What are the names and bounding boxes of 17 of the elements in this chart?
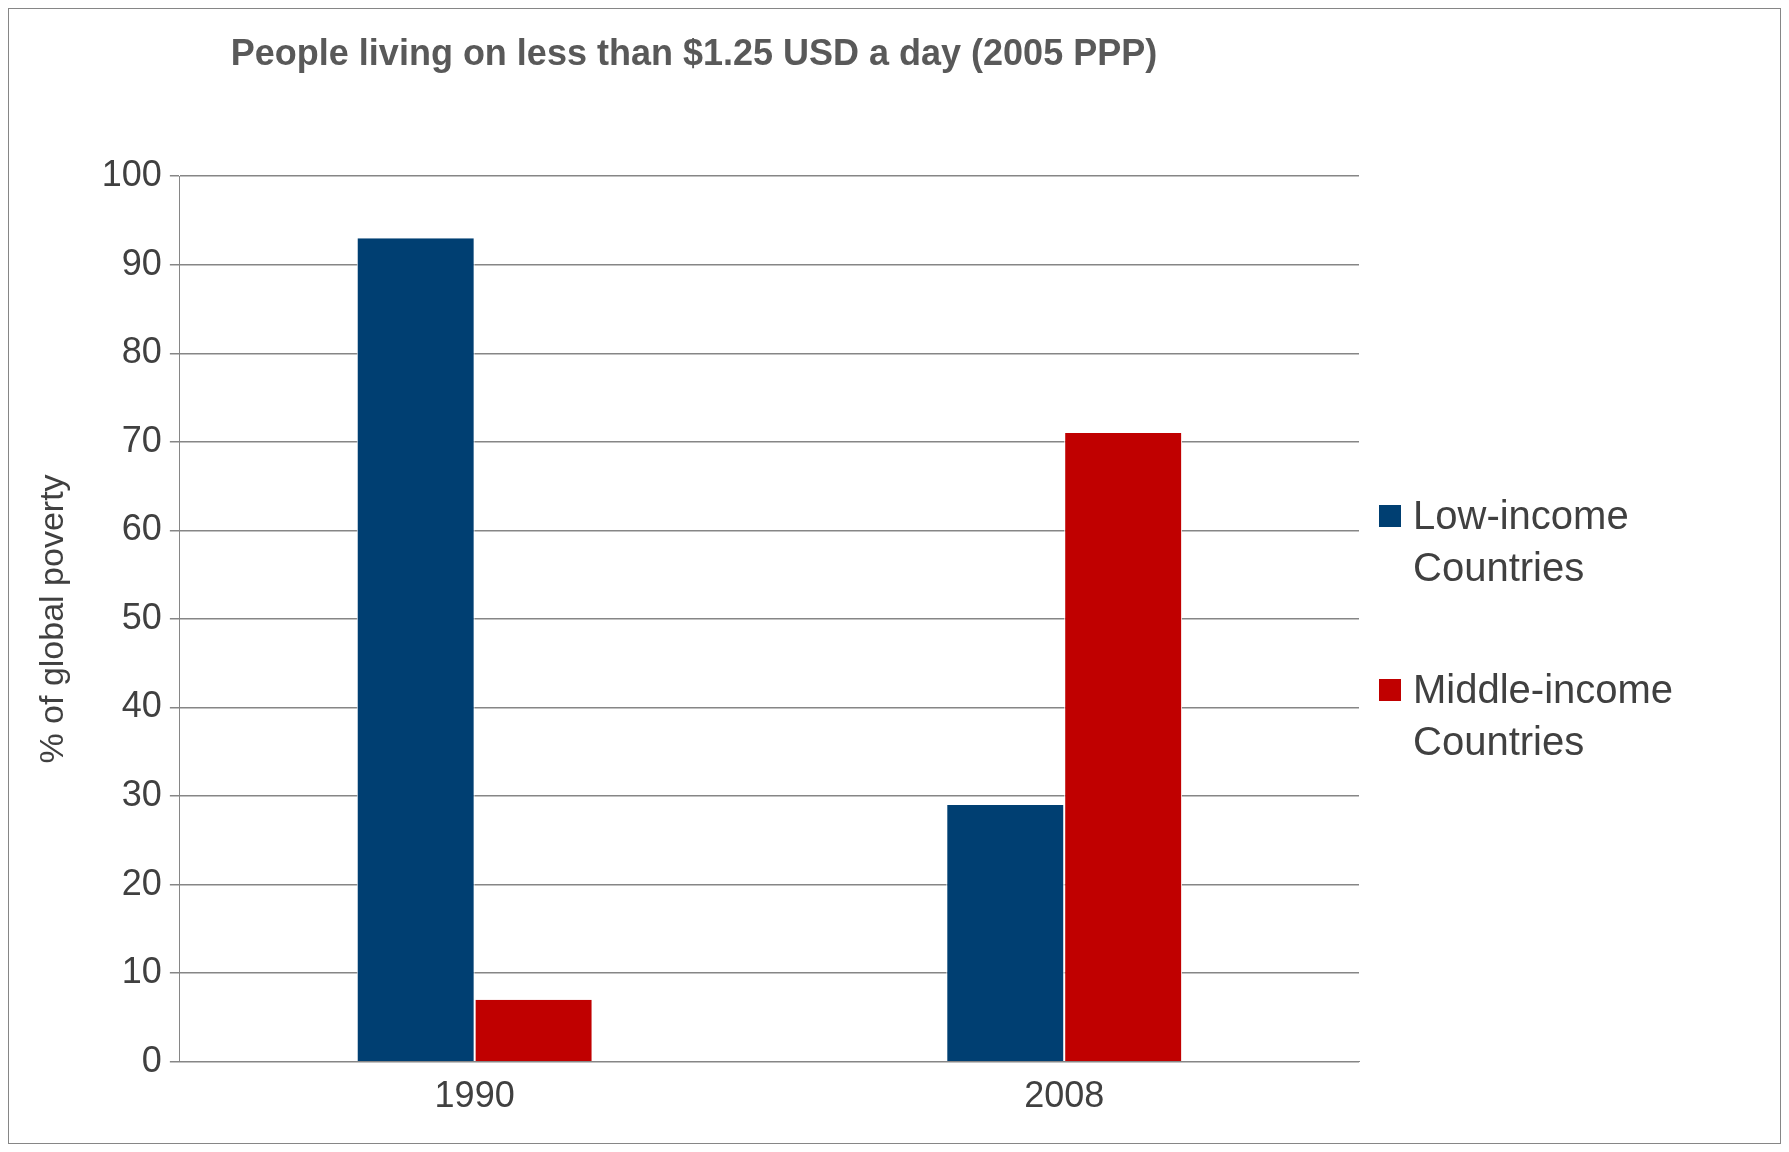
y-tick-label: 60 xyxy=(121,507,162,549)
y-tick-label: 80 xyxy=(121,330,162,372)
legend-label: Low-income Countries xyxy=(1413,492,1630,591)
x-tick-label: 1990 xyxy=(434,1074,515,1116)
x-tick-label: 2008 xyxy=(1024,1074,1105,1116)
y-tick-label: 90 xyxy=(121,241,162,283)
y-tick-label: 20 xyxy=(121,861,162,903)
y-tick-label: 50 xyxy=(121,595,162,637)
y-tick-label: 70 xyxy=(121,418,162,460)
legend-label: Middle-income Countries xyxy=(1413,666,1675,765)
y-tick-label: 40 xyxy=(121,684,162,726)
y-axis-title: % of global poverty xyxy=(31,474,70,764)
chart-title: People living on less than $1.25 USD a day (2005 PPP) xyxy=(230,31,1158,73)
y-tick-label: 30 xyxy=(121,773,162,815)
y-tick-label: 10 xyxy=(121,950,162,992)
y-tick-label: 0 xyxy=(141,1038,162,1080)
y-tick-label: 100 xyxy=(101,153,162,195)
